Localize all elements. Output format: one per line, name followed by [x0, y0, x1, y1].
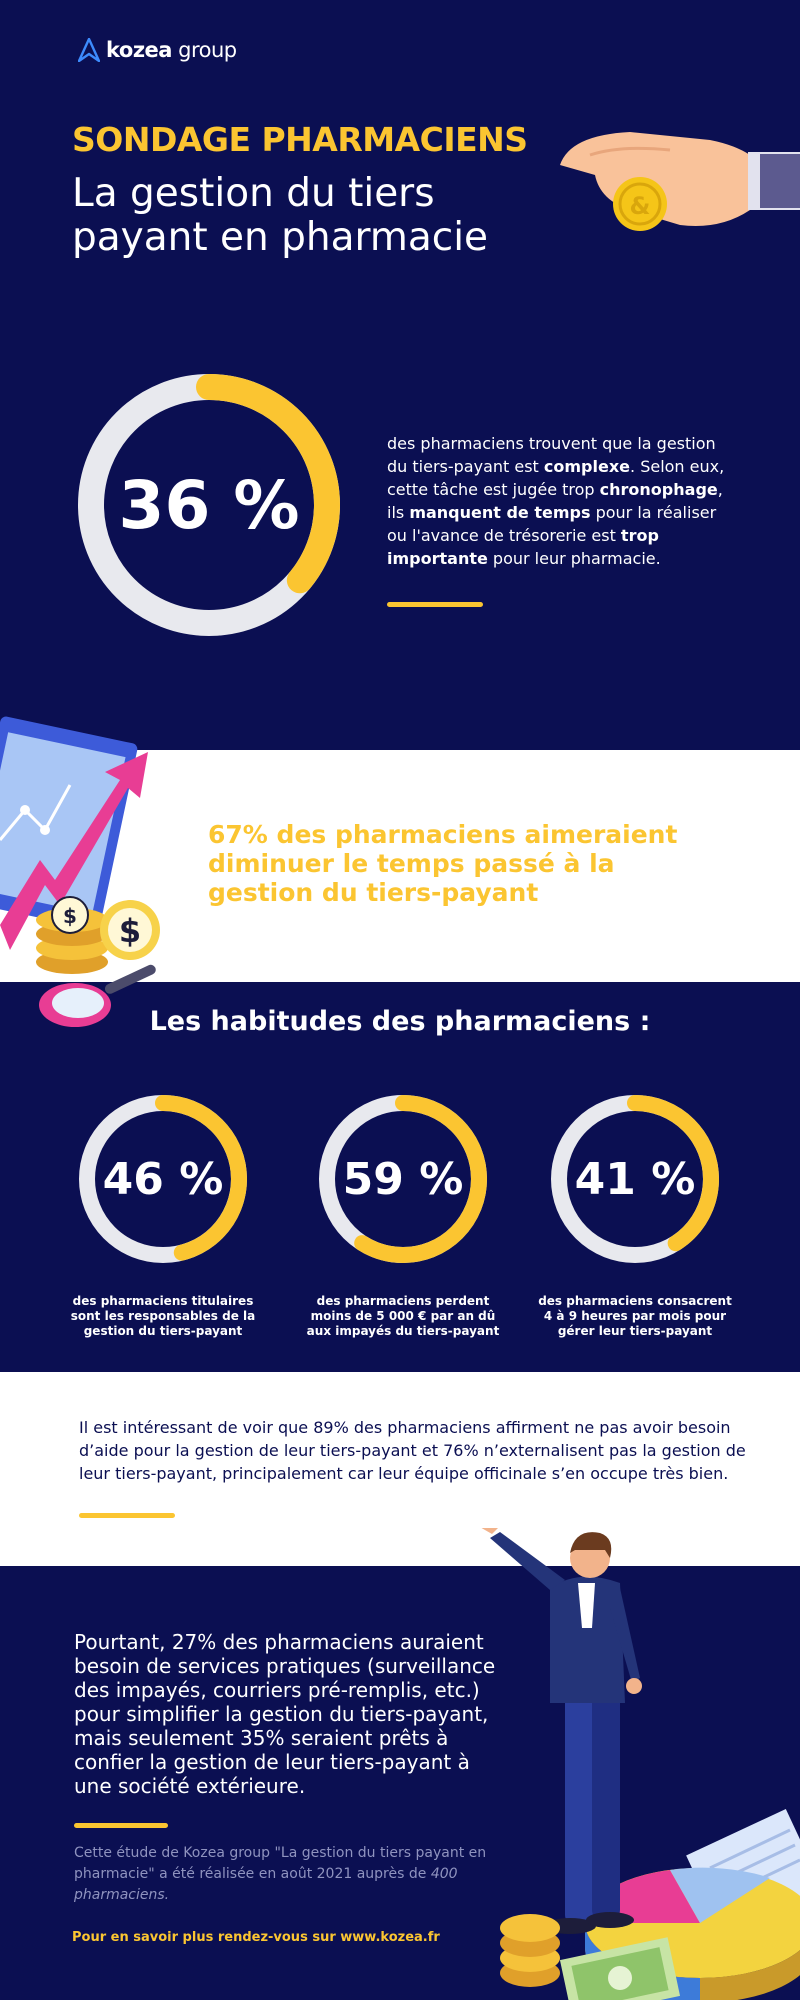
caption-titulaires: des pharmaciens titulaires sont les resp… [70, 1294, 256, 1338]
svg-text:&: & [630, 192, 651, 220]
donut-heures [551, 1095, 719, 1263]
page-title: La gestion du tiers payant en pharmacie [72, 171, 489, 260]
note-paragraph: Il est intéressant de voir que 89% des p… [79, 1418, 746, 1483]
rising-chart-illustration: $ $ [0, 716, 160, 1027]
svg-text:$: $ [63, 904, 77, 928]
footer-statement: Pourtant, 27% des pharmaciens auraient b… [74, 1630, 496, 1798]
hero-percentage: 36 % [118, 466, 300, 544]
study-note: Cette étude de Kozea group "La gestion d… [74, 1845, 487, 1903]
divider-line [79, 1513, 175, 1518]
hero-description: des pharmaciens trouvent que la gestion … [387, 434, 725, 568]
percentage-titulaires: 46 % [102, 1153, 224, 1205]
donut-titulaires [79, 1095, 247, 1263]
note-section [0, 1372, 800, 1566]
logo-arrow-icon [78, 38, 100, 62]
hand-coin-icon: & [560, 132, 800, 231]
percentage-heures: 41 % [574, 1153, 696, 1205]
header-section [0, 0, 800, 750]
divider-line [387, 602, 483, 607]
businessman-illustration [481, 1528, 800, 2000]
hero-donut [78, 374, 340, 636]
donut-impayes [319, 1095, 487, 1263]
kozea-logo[interactable]: kozea group [78, 38, 237, 62]
survey-kicker: SONDAGE PHARMACIENS [72, 120, 528, 159]
habits-section [0, 982, 800, 1372]
svg-text:$: $ [119, 912, 141, 950]
caption-impayes: des pharmaciens perdent moins de 5 000 €… [306, 1294, 500, 1338]
divider-line [74, 1823, 168, 1828]
percentage-impayes: 59 % [342, 1153, 464, 1205]
highlight-statement: 67% des pharmaciens aimeraient diminuer … [208, 820, 678, 907]
website-link[interactable]: Pour en savoir plus rendez-vous sur www.… [72, 1930, 440, 1945]
habits-title: Les habitudes des pharmaciens : [149, 1006, 651, 1037]
logo-text: kozea group [106, 38, 237, 62]
caption-heures: des pharmaciens consacrent 4 à 9 heures … [538, 1294, 732, 1338]
